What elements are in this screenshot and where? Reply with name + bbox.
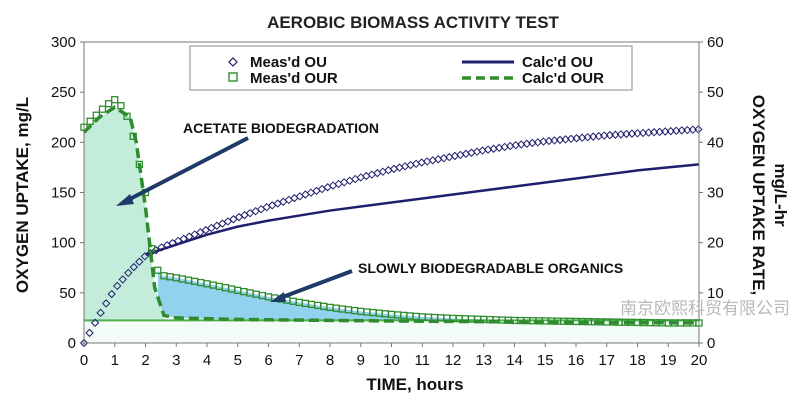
calcd-ou-line [145,163,700,256]
annotation-slowly-arrow [279,269,353,300]
x-tick-label: 7 [295,352,303,369]
chart-title: AEROBIC BIOMASS ACTIVITY TEST [267,13,559,32]
y2-tick-label: 40 [707,134,724,151]
x-tick-label: 19 [660,352,677,369]
y-tick-label: 300 [51,34,76,51]
y2-tick-label: 20 [707,235,724,252]
annotation-acetate: ACETATE BIODEGRADATION [183,120,379,136]
meas-ou-point [411,159,421,169]
y2-axis-label-line2: mg/L-hr [771,163,790,227]
x-tick-label: 17 [598,352,615,369]
legend-meas-our: Meas'd OUR [250,70,338,87]
watermark: 南京欧熙科贸有限公司 [620,299,790,319]
meas-ou-point [400,162,410,171]
meas-ou-point [107,289,116,299]
x-tick-label: 5 [234,352,242,369]
x-tick-label: 18 [629,352,646,369]
meas-ou-point [135,257,144,266]
meas-ou-point [694,125,703,134]
meas-our-point [104,100,113,108]
shaded-areas [84,107,699,343]
x-tick-label: 12 [445,352,462,369]
x-tick-label: 2 [141,352,149,369]
meas-our-point [117,102,125,110]
y-tick-label: 150 [51,185,76,202]
meas-ou-point [151,246,161,255]
legend: Meas'd OU Calc'd OU Meas'd OUR Calc'd OU… [189,45,633,91]
y2-tick-label: 0 [707,335,715,352]
y-tick-label: 0 [68,335,76,352]
x-tick-label: 14 [506,352,523,369]
x-tick-label: 1 [111,352,119,369]
x-tick-label: 11 [414,352,430,369]
calcd-our-line [82,105,700,325]
baseline-area [84,320,699,343]
annotation-acetate-arrow [125,136,249,203]
meas-ou-point [395,163,404,172]
meas-ou-point [90,318,100,327]
slowly-biodegradable-area [157,270,515,322]
meas-ou-point [101,299,111,308]
y2-tick-label: 50 [707,84,724,101]
meas-ou-point [129,262,139,272]
legend-calc-our: Calc'd OUR [522,70,604,87]
x-axis-label: TIME, hours [366,375,463,394]
y-axis-label: OXYGEN UPTAKE, mg/L [13,97,32,293]
x-tick-label: 16 [568,352,585,369]
y2-axis-label-line1: OXYGEN UPTAKE RATE, [749,95,768,296]
meas-ou-point [96,308,105,318]
x-tick-label: 13 [475,352,492,369]
y-tick-label: 200 [51,134,76,151]
x-tick-label: 15 [537,352,554,369]
y-tick-label: 50 [59,285,76,302]
y-tick-label: 100 [51,235,76,252]
legend-calc-ou: Calc'd OU [522,54,593,71]
meas-our-point [154,266,162,274]
x-tick-label: 3 [172,352,180,369]
meas-ou-point [124,268,133,278]
y2-tick-label: 10 [707,285,724,302]
series-layer [79,96,703,348]
tick-labels: 0 1 2 3 4 5 6 7 8 9 10 11 12 13 14 15 16 17 18 19 2005010015… [51,34,724,369]
x-tick-label: 20 [691,352,708,369]
meas-ou-point [113,281,122,291]
y2-tick-label: 60 [707,34,724,51]
meas-ou-point [85,328,94,338]
legend-meas-ou: Meas'd OU [250,54,327,71]
annotation-slowly: SLOWLY BIODEGRADABLE ORGANICS [358,260,623,276]
meas-ou-point [406,160,415,170]
legend-box [189,45,633,91]
y2-tick-label: 30 [707,185,724,202]
meas-ou-point [118,275,127,284]
x-tick-label: 0 [80,352,88,369]
acetate-area [84,107,164,343]
x-tick-label: 4 [203,352,211,369]
annotation-acetate-arrowhead [116,194,134,206]
meas-our-point [147,245,156,253]
meas-our-point [86,117,94,125]
x-tick-label: 10 [383,352,400,369]
legend-diamond-marker [228,57,238,67]
meas-our-point [111,96,119,104]
x-tick-label: 6 [264,352,272,369]
meas-our-point [98,105,107,113]
x-tick-label: 9 [357,352,365,369]
x-tick-label: 8 [326,352,334,369]
annotation-slowly-arrowhead [270,292,286,302]
y-tick-label: 250 [51,84,76,101]
legend-square-marker [228,72,238,82]
